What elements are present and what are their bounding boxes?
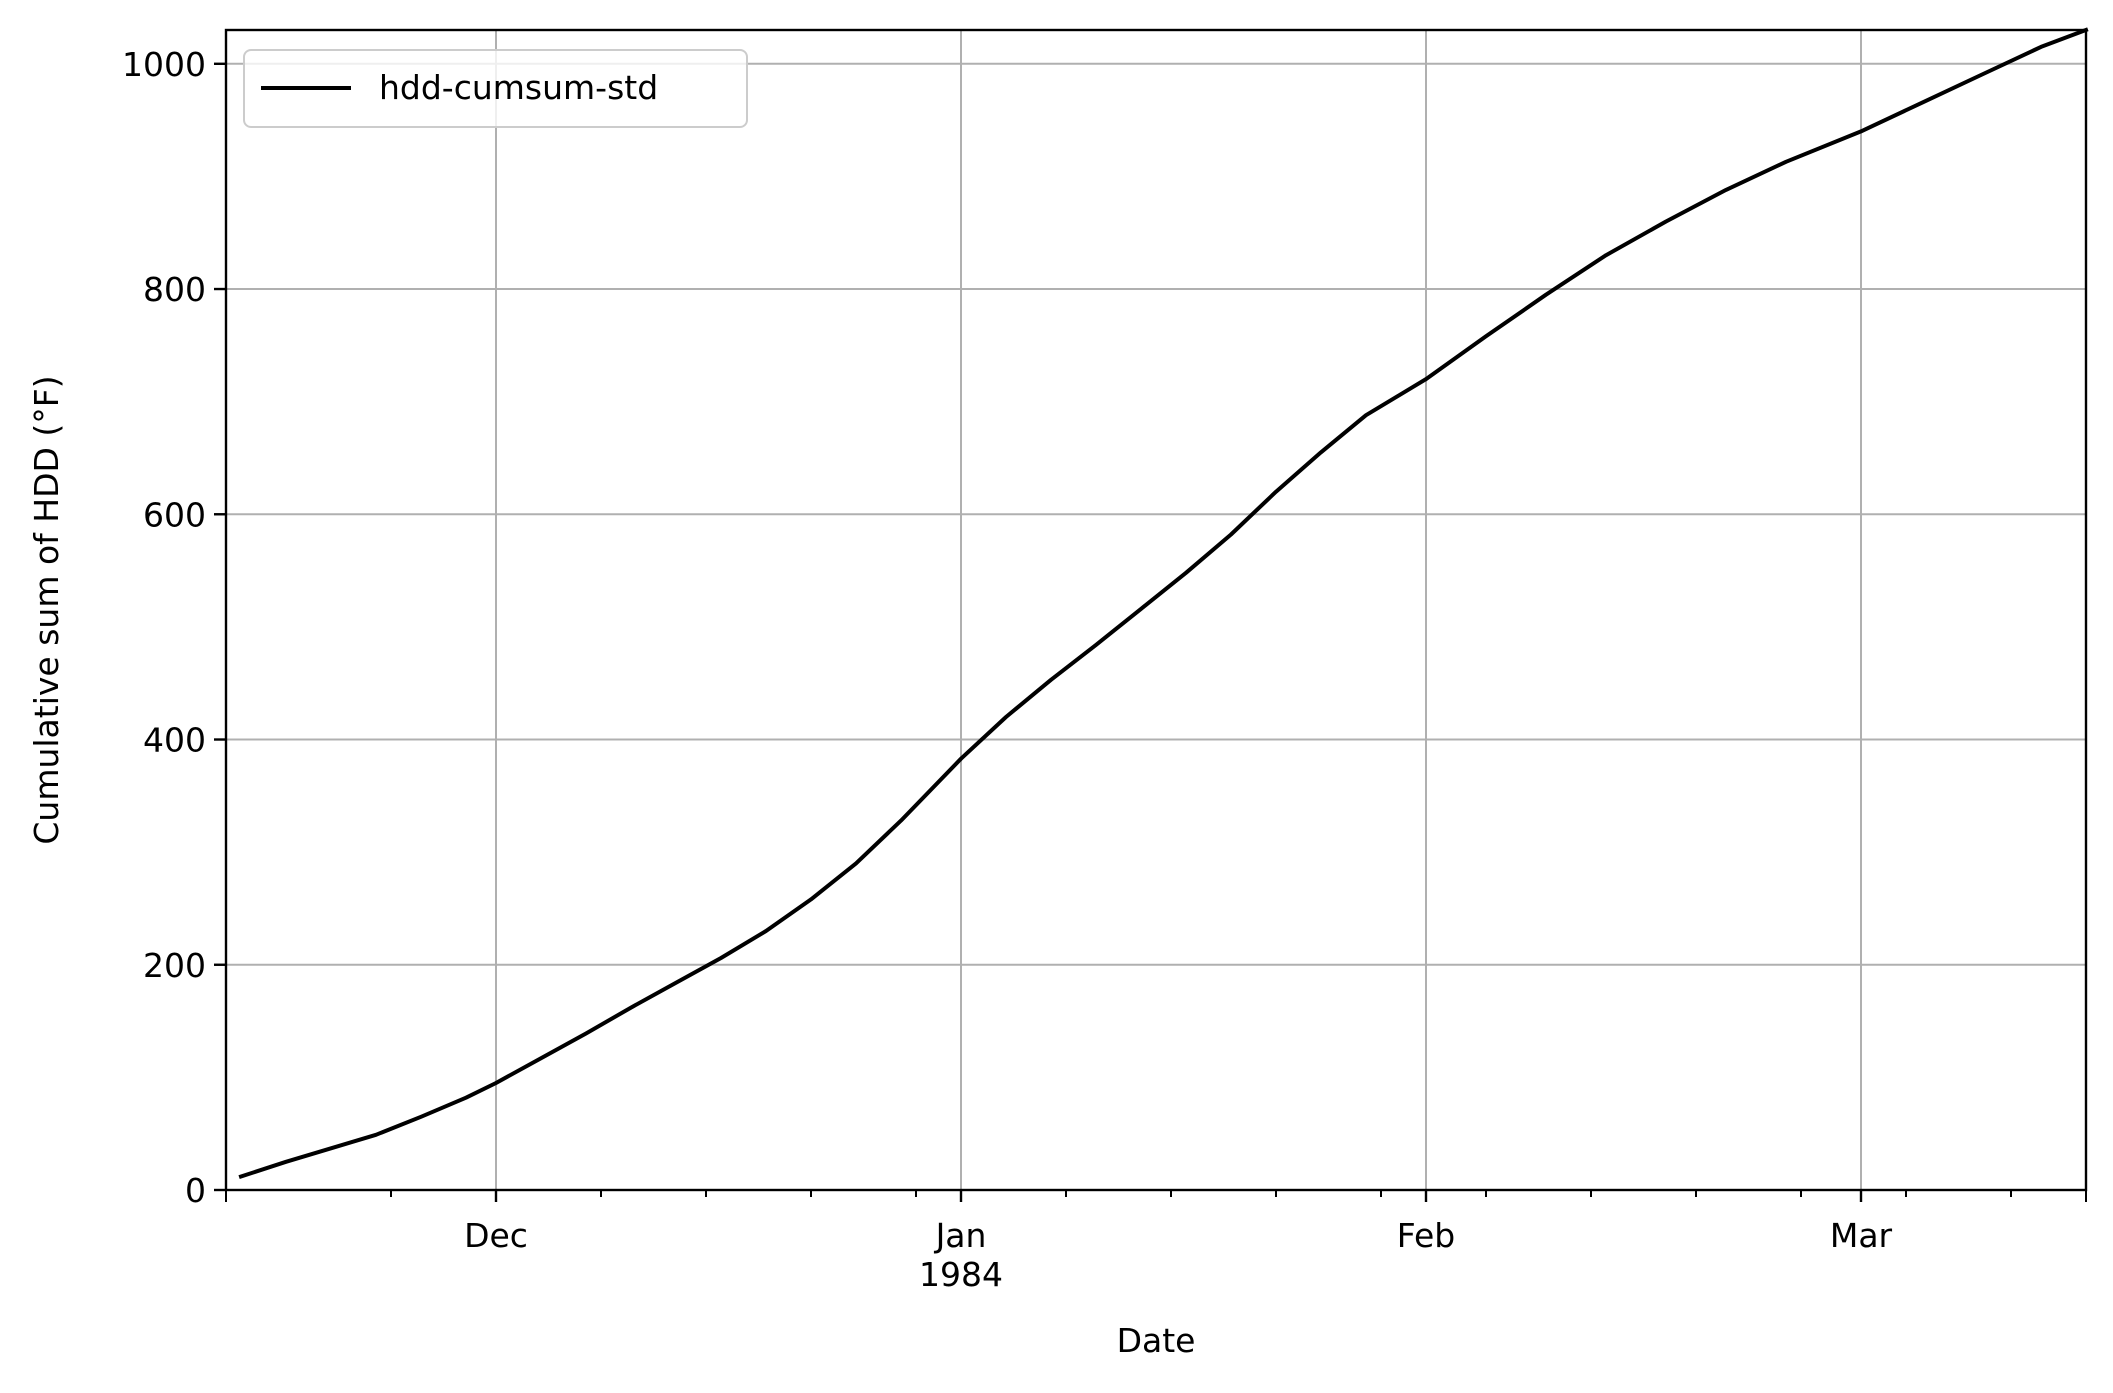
legend-box bbox=[243, 49, 748, 128]
x-axis-title: Date bbox=[1117, 1321, 1196, 1360]
y-tick-label-3: 600 bbox=[143, 495, 206, 534]
x-tick-label-1: Jan bbox=[934, 1216, 987, 1255]
y-tick-label-2: 400 bbox=[143, 721, 206, 760]
x-tick-label-2: Feb bbox=[1397, 1216, 1455, 1255]
y-axis-title: Cumulative sum of HDD (°F) bbox=[27, 375, 66, 844]
plot-frame bbox=[224, 28, 2088, 1192]
x-tick-label-0: Dec bbox=[464, 1216, 528, 1255]
y-tick-label-1: 200 bbox=[143, 946, 206, 985]
series-layer bbox=[238, 27, 2089, 1180]
y-tick-label-4: 800 bbox=[143, 270, 206, 309]
y-tick-label-5: 1000 bbox=[122, 45, 206, 84]
legend: hdd-cumsum-std bbox=[243, 49, 748, 128]
series-line-0 bbox=[238, 27, 2089, 1180]
legend-label: hdd-cumsum-std bbox=[379, 68, 658, 107]
y-tick-label-0: 0 bbox=[185, 1171, 206, 1210]
x-tick-label-3: Mar bbox=[1830, 1216, 1893, 1255]
x-tick-sublabel-1: 1984 bbox=[919, 1255, 1003, 1294]
